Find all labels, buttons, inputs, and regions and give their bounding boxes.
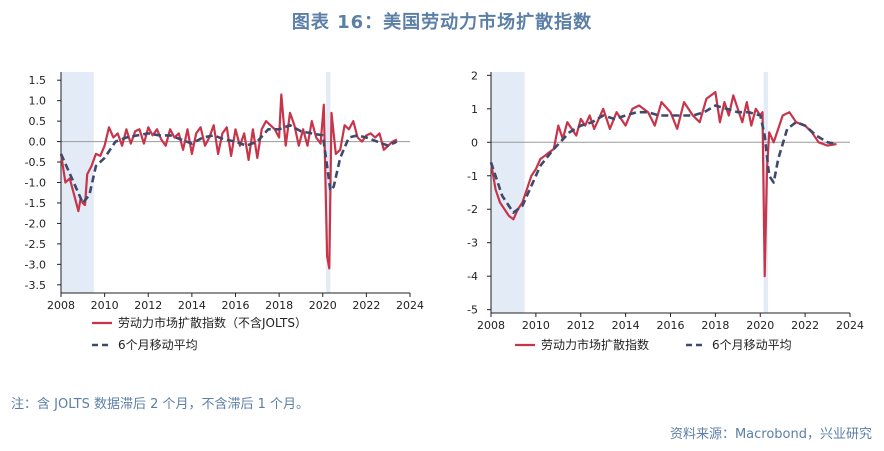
source-note: 资料来源：Macrobond，兴业研究 — [669, 427, 872, 442]
y-tick-label: 0.0 — [29, 136, 47, 149]
x-tick-label: 2010 — [522, 319, 550, 332]
x-tick-label: 2010 — [91, 299, 119, 312]
y-tick-label: 1.5 — [29, 74, 47, 87]
y-tick-label: 0 — [471, 136, 478, 149]
y-tick-label: -2 — [467, 203, 478, 216]
y-tick-label: 2 — [471, 69, 478, 82]
legend-label: 劳动力市场扩散指数（不含JOLTS） — [118, 315, 307, 330]
series-line-main — [489, 90, 837, 278]
y-tick-label: -2.0 — [25, 217, 46, 230]
y-tick-label: -1.5 — [25, 197, 46, 210]
legend-label: 6个月移动平均 — [712, 338, 792, 352]
series-line-moving-average — [59, 123, 398, 205]
series-line-main — [59, 93, 398, 270]
legend-label: 劳动力市场扩散指数 — [541, 337, 649, 352]
y-tick-label: -5 — [467, 304, 478, 317]
y-tick-label: -1 — [467, 170, 478, 183]
x-tick-label: 2014 — [178, 299, 206, 312]
x-tick-label: 2020 — [746, 319, 774, 332]
y-tick-label: -2.5 — [25, 238, 46, 251]
chart-right: 2 1 0 -1 -2 -3 -4 -5 2008 2010 2012 2014 2016 2018 202… — [467, 69, 864, 352]
legend-label: 6个月移动平均 — [118, 338, 198, 352]
x-tick-label: 2024 — [396, 299, 424, 312]
recession-band — [326, 72, 331, 293]
y-tick-label: -3.0 — [25, 258, 46, 271]
y-tick-label: 1.0 — [29, 95, 47, 108]
x-tick-label: 2024 — [836, 319, 864, 332]
y-tick-label: -3.5 — [25, 279, 46, 292]
x-tick-label: 2018 — [265, 299, 293, 312]
x-tick-label: 2008 — [47, 299, 75, 312]
x-tick-label: 2012 — [567, 319, 595, 332]
y-tick-label: -4 — [467, 270, 478, 283]
x-tick-label: 2016 — [657, 319, 685, 332]
page-title: 图表 16：美国劳动力市场扩散指数 — [291, 12, 593, 33]
x-tick-label: 2014 — [612, 319, 640, 332]
y-tick-label: 0.5 — [29, 115, 47, 128]
x-tick-label: 2008 — [477, 319, 505, 332]
y-tick-label: -3 — [467, 237, 478, 250]
x-tick-label: 2022 — [352, 299, 380, 312]
y-tick-label: 1 — [471, 103, 478, 116]
footnote: 注：含 JOLTS 数据滞后 2 个月，不含滞后 1 个月。 — [11, 397, 310, 412]
y-tick-label: -1.0 — [25, 177, 46, 190]
chart-left: 1.5 1.0 0.5 0.0 -0.5 -1.0 -1.5 -2.0 -2.5 -3.0 -3.5… — [25, 72, 424, 352]
x-tick-label: 2012 — [134, 299, 162, 312]
x-tick-label: 2018 — [701, 319, 729, 332]
x-tick-label: 2016 — [222, 299, 250, 312]
x-tick-label: 2020 — [309, 299, 337, 312]
x-tick-label: 2022 — [791, 319, 819, 332]
y-tick-label: -0.5 — [25, 156, 46, 169]
series-line-moving-average — [489, 104, 837, 214]
